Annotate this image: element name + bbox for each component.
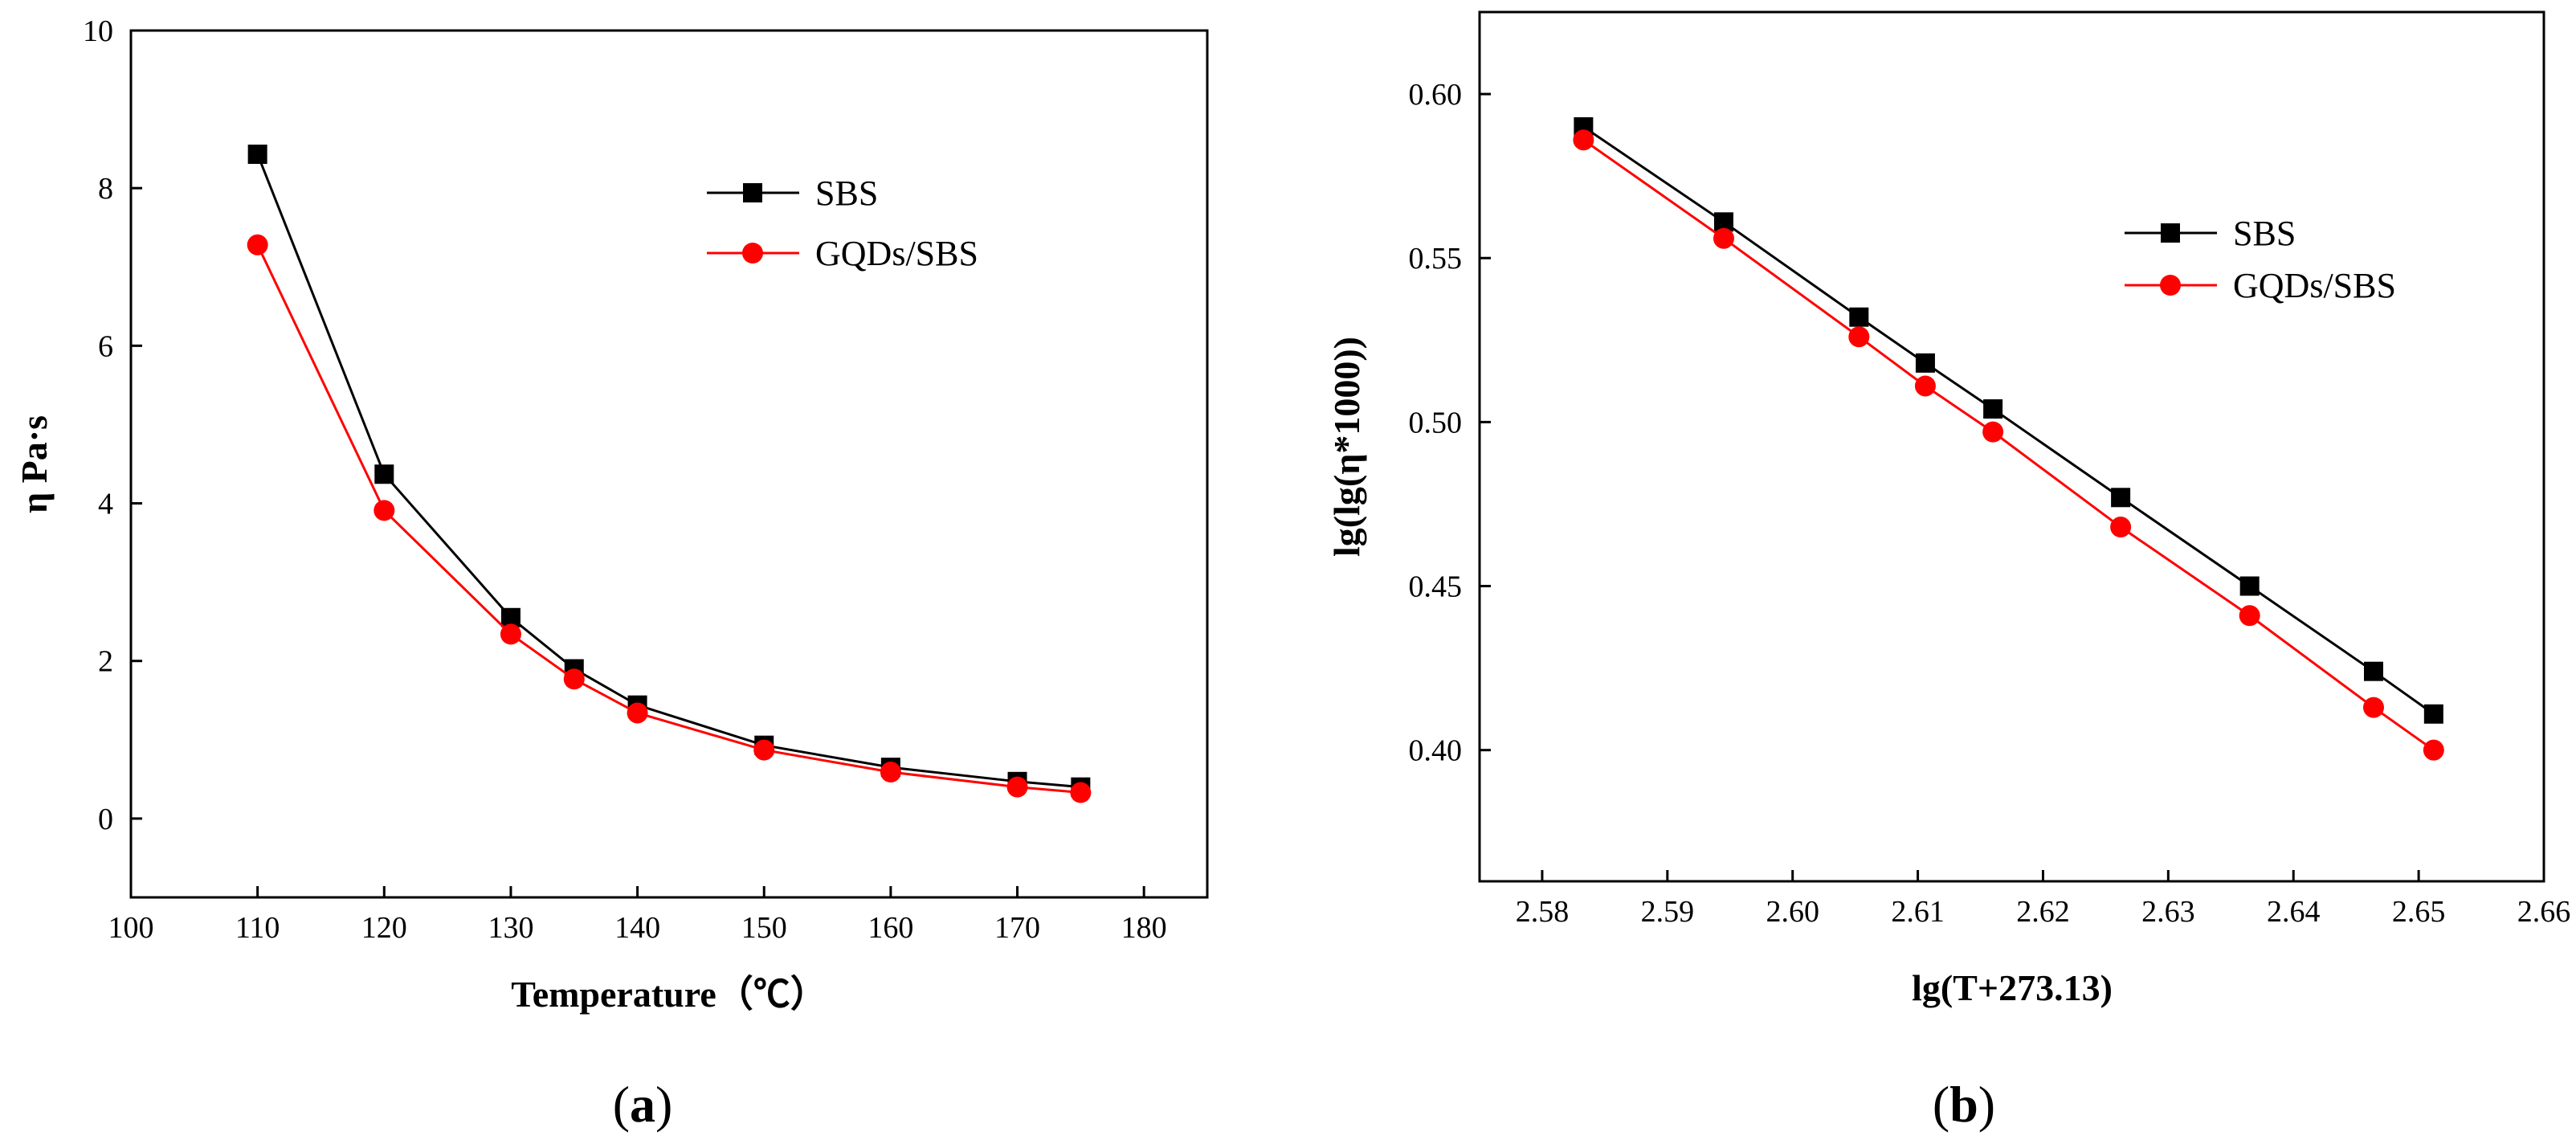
data-point-gqds [500,623,521,645]
y-tick-label: 0.45 [1409,570,1463,604]
y-axis-title: η Pa·s [14,415,55,513]
x-tick-label: 2.58 [1516,895,1570,929]
plot-frame [129,29,1209,899]
plot-frame [1478,10,2545,883]
y-tick-label: 0.40 [1409,734,1463,768]
legend-label-gqds: GQDs/SBS [2233,266,2396,305]
x-tick-label: 2.65 [2392,895,2446,929]
legend: SBS GQDs/SBS [707,174,978,273]
data-point-gqds [1713,227,1734,249]
data-point-sbs [1915,353,1935,373]
data-series [247,145,1092,803]
data-point-gqds [880,762,901,783]
y-tick-label: 0.50 [1409,406,1463,439]
legend-label-gqds: GQDs/SBS [815,234,978,273]
y-axis-title: lg(lg(η*1000)) [1326,337,1367,557]
data-point-gqds [374,500,395,521]
chart-panel-a: 100 110 120 130 140 150 160 170 180 0 2 4 6 8 10 SBS G… [14,14,1209,1133]
data-point-sbs [374,464,394,484]
chart-panel-b: 2.58 2.59 2.60 2.61 2.62 2.63 2.64 2.65 2.66 0.40… [1326,10,2571,1133]
legend-marker-sbs [2161,223,2180,243]
x-tick-label: 2.59 [1641,895,1695,929]
x-tick-label: 2.61 [1891,895,1945,929]
data-point-sbs [2423,704,2443,724]
data-point-sbs [1849,307,1869,327]
data-point-gqds [563,668,585,690]
data-point-gqds [2363,697,2384,718]
legend-marker-gqds [742,243,763,264]
data-point-sbs [247,145,267,165]
data-point-gqds [1006,776,1028,798]
x-tick-label: 130 [488,911,533,945]
data-point-gqds [1070,782,1092,803]
x-tick-label: 180 [1121,911,1167,945]
panel-caption-b: (b) [1933,1076,1995,1133]
x-tick-label: 100 [108,911,154,945]
x-tick-label: 150 [741,911,787,945]
data-point-gqds [2423,739,2444,761]
legend-label-sbs: SBS [2233,214,2296,253]
y-tick-label: 10 [83,14,113,48]
data-point-gqds [2110,517,2132,538]
y-tick-label: 0 [98,803,113,836]
data-point-gqds [1573,129,1594,151]
legend-marker-sbs [743,183,762,202]
data-point-gqds [1982,421,2004,443]
panel-caption-a: (a) [613,1076,673,1133]
x-axis-title: Temperature（℃） [511,974,827,1015]
x-tick-label: 2.63 [2141,895,2195,929]
data-point-sbs [2364,661,2383,681]
legend-label-sbs: SBS [815,174,878,213]
x-tick-label: 170 [994,911,1040,945]
x-tick-label: 2.64 [2267,895,2321,929]
x-tick-label: 2.60 [1766,895,1819,929]
data-point-gqds [2239,605,2260,627]
data-point-gqds [753,739,775,761]
axis-ticks: 100 110 120 130 140 150 160 170 180 0 2 4 6 8 10 [83,14,1167,945]
data-point-gqds [627,702,648,724]
axis-ticks: 2.58 2.59 2.60 2.61 2.62 2.63 2.64 2.65 2.66 0.40… [1409,78,2571,929]
legend-marker-gqds [2160,275,2181,296]
x-tick-label: 120 [361,911,407,945]
y-tick-label: 0.60 [1409,78,1463,112]
legend: SBS GQDs/SBS [2125,214,2396,305]
y-tick-label: 6 [98,329,113,363]
x-tick-label: 140 [614,911,660,945]
x-tick-label: 2.62 [2016,895,2070,929]
data-point-sbs [2239,576,2260,596]
x-tick-label: 110 [235,911,280,945]
y-tick-label: 4 [98,488,113,521]
data-point-sbs [2111,488,2131,508]
data-point-sbs [1983,399,2003,419]
y-tick-label: 2 [98,645,113,679]
data-point-gqds [1848,326,1870,348]
data-point-gqds [247,234,268,255]
y-tick-label: 8 [98,172,113,206]
x-tick-label: 2.66 [2517,895,2571,929]
data-series [1573,116,2444,761]
y-tick-label: 0.55 [1409,242,1463,276]
x-tick-label: 160 [868,911,913,945]
x-axis-title: lg(T+273.13) [1912,967,2113,1008]
data-point-gqds [1914,375,1936,397]
